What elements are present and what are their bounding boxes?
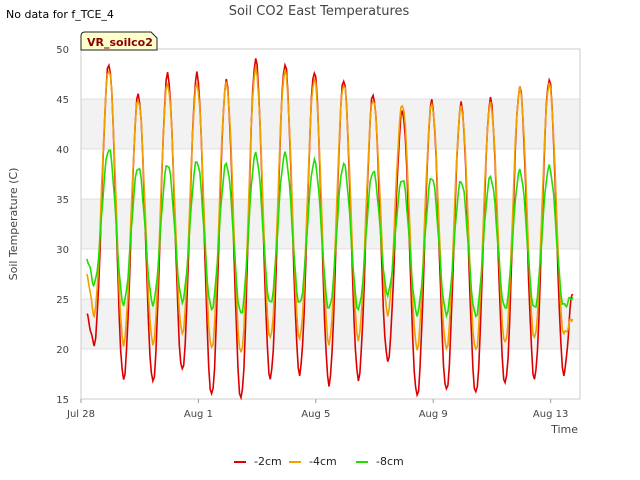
plot-band [81, 149, 580, 199]
plot-band [81, 249, 580, 299]
y-tick-label: 30 [56, 245, 69, 256]
x-axis-label: Time [550, 423, 578, 436]
series-line-minus-8cm [86, 149, 574, 319]
x-tick-labels: Jul 28 Aug 1 Aug 5 Aug 9 Aug 13 [66, 399, 568, 420]
series-line-minus-4cm [86, 66, 574, 354]
x-tick-label: Aug 1 [184, 409, 213, 420]
site-badge: VR_soilco2 [80, 31, 158, 51]
chart-title: Soil CO2 East Temperatures [229, 4, 410, 19]
x-tick-label: Aug 13 [533, 409, 568, 420]
y-tick-label: 15 [56, 395, 69, 406]
y-tick-label: 20 [56, 345, 69, 356]
series-lines [86, 58, 574, 401]
no-data-note: No data for f_TCE_4 [6, 8, 114, 21]
x-tick-label: Aug 9 [419, 409, 448, 420]
plot-band [81, 99, 580, 149]
y-tick-label: 40 [56, 145, 69, 156]
legend: -2cm -4cm -8cm [234, 455, 404, 468]
legend-label: -4cm [309, 455, 337, 468]
plot-band [81, 299, 580, 349]
y-tick-label: 35 [56, 195, 69, 206]
x-tick-label: Jul 28 [66, 409, 95, 420]
x-tick-label: Aug 5 [301, 409, 330, 420]
plot-frame [80, 48, 581, 400]
y-axis-label: Soil Temperature (C) [7, 168, 20, 281]
plot-band [81, 49, 580, 99]
badge-box [80, 31, 158, 51]
y-tick-label: 25 [56, 295, 69, 306]
plot-band [81, 199, 580, 249]
legend-label: -8cm [376, 455, 404, 468]
y-tick-label: 45 [56, 95, 69, 106]
legend-label: -2cm [254, 455, 282, 468]
badge-label: VR_soilco2 [87, 36, 153, 49]
y-tick-label: 50 [56, 45, 69, 56]
y-tick-labels: 15 20 25 30 35 40 45 50 [56, 45, 69, 406]
